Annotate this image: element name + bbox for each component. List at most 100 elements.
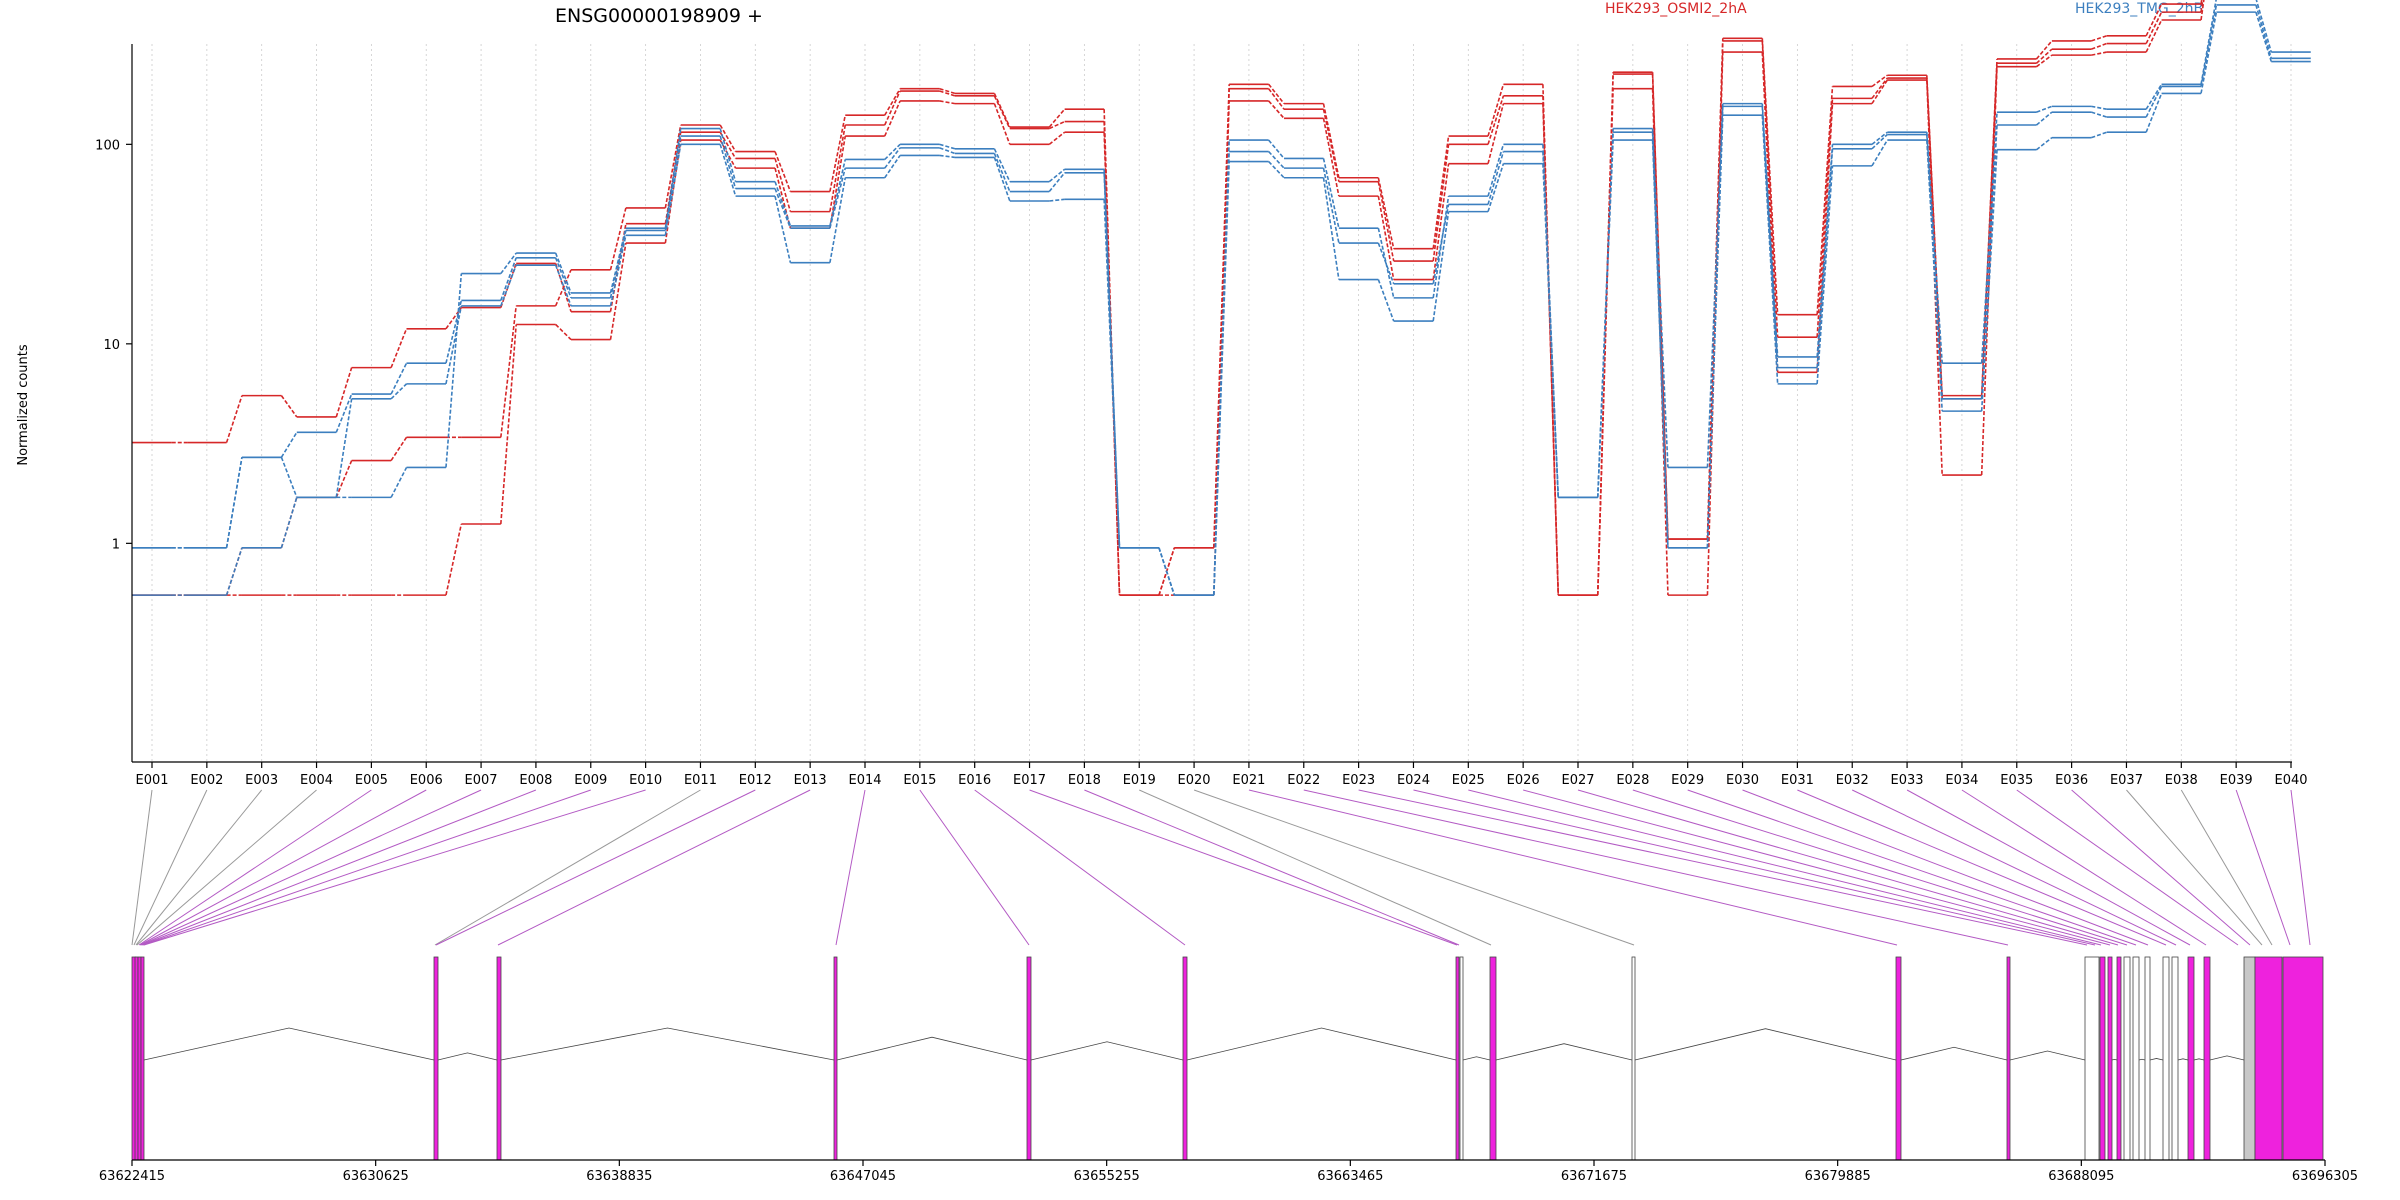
- series-connector: [1761, 106, 1779, 368]
- series-connector: [335, 393, 353, 433]
- x-tick-label-e003: E003: [245, 773, 278, 788]
- series-connector: [1487, 103, 1505, 164]
- series-connector: [1322, 177, 1340, 280]
- x-tick-label-e017: E017: [1013, 773, 1046, 788]
- series-connector: [2145, 19, 2163, 53]
- series-connector: [1487, 144, 1505, 197]
- series-connector: [1213, 151, 1230, 596]
- exon-box: [2116, 956, 2122, 1161]
- x-tick-label-e030: E030: [1726, 773, 1759, 788]
- series-connector: [2036, 105, 2053, 113]
- series-connector: [884, 100, 901, 137]
- genomic-tick-label: 63647045: [830, 1169, 896, 1184]
- legend-entry-tmg: HEK293_TMG_2hB: [2075, 1, 2203, 17]
- series-connector: [774, 188, 792, 229]
- exon-box: [1026, 956, 1032, 1161]
- series-connector: [1322, 103, 1340, 178]
- x-tick-label-e012: E012: [739, 773, 772, 788]
- x-tick-label-e021: E021: [1232, 773, 1265, 788]
- genomic-tick-label: 63655255: [1074, 1169, 1140, 1184]
- exon-connector-e007: [140, 789, 482, 946]
- intron-line: [437, 1052, 498, 1061]
- exon-box: [433, 956, 439, 1161]
- series-blue-5: [132, 4, 2311, 596]
- exon-connector-e016: [974, 789, 1186, 946]
- series-connector: [555, 323, 572, 341]
- genomic-ticks: 63622415 63630625 63638835 63647045 63655255…: [99, 1160, 2358, 1184]
- x-tick-label-e001: E001: [135, 773, 168, 788]
- gene-title: ENSG00000198909 +: [555, 5, 763, 27]
- x-tick-label-e038: E038: [2165, 773, 2198, 788]
- series-connector: [1268, 160, 1285, 179]
- exon-box: [2144, 956, 2151, 1161]
- series-connector: [993, 153, 1011, 192]
- x-tick-label-e032: E032: [1836, 773, 1869, 788]
- series-connector: [1980, 58, 1998, 396]
- series-connector: [225, 457, 243, 548]
- genomic-tick-label: 63696305: [2292, 1169, 2358, 1184]
- x-tick-label-e040: E040: [2274, 773, 2307, 788]
- x-tick-label-e013: E013: [794, 773, 827, 788]
- y-axis-label: Normalized counts: [16, 344, 31, 466]
- exon-connector-e023: [1358, 789, 2088, 946]
- x-tick-label-e026: E026: [1507, 773, 1540, 788]
- series-connector: [774, 195, 792, 263]
- series-connector: [609, 207, 627, 271]
- series-connector: [884, 154, 901, 179]
- x-tick-label-e034: E034: [1945, 773, 1978, 788]
- genomic-tick-label: 63630625: [343, 1169, 409, 1184]
- exon-box: [2132, 956, 2140, 1161]
- series-blue-4: [132, 0, 2311, 596]
- series-connector: [774, 181, 792, 227]
- intron-line: [836, 1036, 1028, 1061]
- series-connector: [993, 157, 1011, 202]
- exon-connector-e024: [1413, 789, 2096, 946]
- x-tick-label-e028: E028: [1616, 773, 1649, 788]
- exon-connector-e004: [136, 789, 317, 946]
- series-connector: [719, 144, 737, 197]
- genomic-tick-label: 63688095: [2048, 1169, 2114, 1184]
- series-connector: [1761, 115, 1779, 384]
- series-connector: [554, 264, 572, 307]
- series-connector: [1322, 118, 1340, 197]
- series-connector: [1048, 131, 1066, 145]
- exon-box: [1895, 956, 1902, 1161]
- x-tick-label-e020: E020: [1178, 773, 1211, 788]
- intron-line: [2177, 1058, 2189, 1061]
- exon-box: [1631, 956, 1636, 1161]
- series-connector: [2036, 137, 2053, 151]
- intron-line: [2009, 1050, 2086, 1061]
- x-tick-label-e011: E011: [684, 773, 717, 788]
- x-tick-label-e006: E006: [410, 773, 443, 788]
- series-connector: [280, 431, 298, 458]
- x-tick-label-e015: E015: [903, 773, 936, 788]
- series-connector: [335, 398, 353, 498]
- series-red-2: [132, 0, 2203, 596]
- series-connector: [1213, 84, 1230, 548]
- series-connector: [1651, 128, 1669, 468]
- exon-connector-e015: [919, 789, 1030, 946]
- exon-connector-e006: [139, 789, 427, 946]
- exon-box: [1182, 956, 1188, 1161]
- exon-box: [2254, 956, 2283, 1161]
- exon-box: [2203, 956, 2211, 1161]
- series-group: [132, 0, 2311, 596]
- intron-line: [1186, 1027, 1457, 1061]
- x-tick-label-e009: E009: [574, 773, 607, 788]
- series-connector: [1158, 547, 1176, 596]
- series-connector: [1048, 108, 1066, 128]
- series-connector: [445, 523, 463, 596]
- series-connector: [1049, 198, 1065, 202]
- intron-line: [2111, 1058, 2118, 1061]
- exon-connector-e035: [2016, 789, 2239, 946]
- series-connector: [225, 547, 243, 596]
- series-connector: [1596, 132, 1614, 498]
- series-connector: [1816, 98, 1834, 338]
- x-tick-label-e005: E005: [355, 773, 388, 788]
- exon-connector-e028: [1632, 789, 2128, 946]
- genomic-tick-label: 63622415: [99, 1169, 165, 1184]
- exon-connector-e027: [1577, 789, 2119, 946]
- series-connector: [445, 300, 463, 364]
- series-connector: [1268, 88, 1285, 110]
- series-connector: [390, 436, 408, 461]
